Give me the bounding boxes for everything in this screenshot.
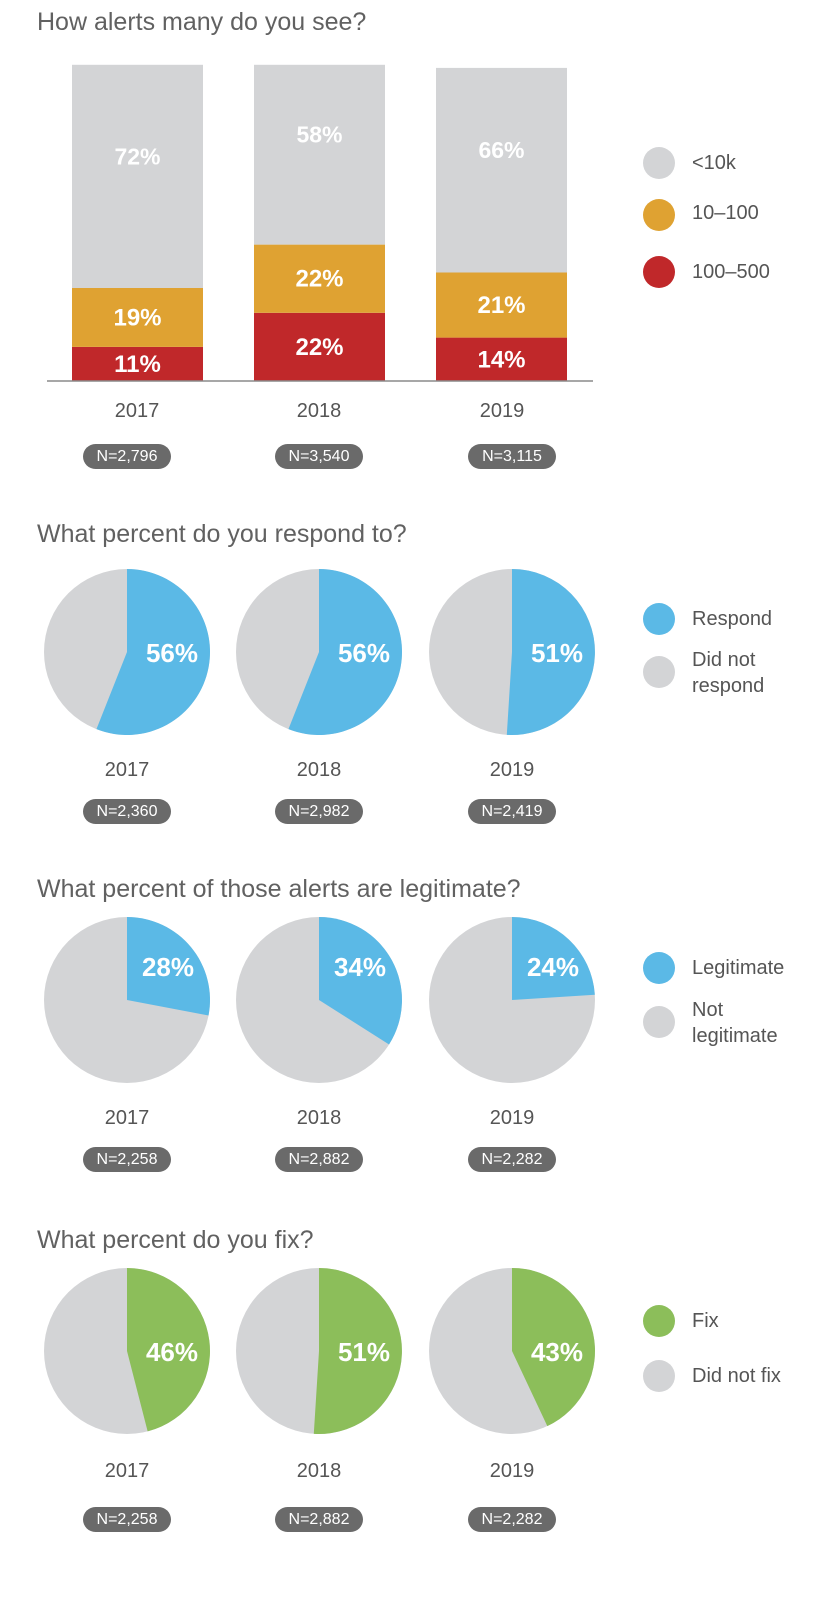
legend-label-did-not-fix: Did not fix — [692, 1365, 781, 1387]
legend-label-respond: Respond — [692, 608, 773, 630]
x-tick-label: 2017 — [104, 1107, 150, 1129]
pie-chart-row-respond: 56% 56% 51% — [44, 569, 595, 735]
pie-chart-row-fix: 46% 51% 43% — [44, 1268, 595, 1434]
x-tick-label: 2019 — [489, 1460, 535, 1482]
data-label: 51% — [338, 1337, 390, 1367]
x-tick-label: 2018 — [296, 1107, 342, 1129]
pie-slice-value — [512, 1268, 595, 1427]
chart-title-alerts-seen: How alerts many do you see? — [37, 8, 367, 36]
sample-size-badge: N=2,882 — [275, 1147, 363, 1172]
sample-size-badge: N=2,282 — [468, 1507, 556, 1532]
bar-segment — [436, 337, 567, 381]
data-label: 66% — [478, 137, 524, 163]
x-tick-label: 2017 — [104, 1460, 150, 1482]
pie-chart-row-legitimate: 28% 34% 24% — [44, 917, 595, 1083]
chart-title-respond: What percent do you respond to? — [37, 520, 407, 548]
bar-segment — [72, 346, 203, 381]
pie-slice-value — [288, 569, 403, 735]
legend-label-legitimate: Legitimate — [692, 957, 785, 979]
pie-slice-value — [319, 917, 402, 1045]
data-label: 14% — [477, 346, 525, 373]
data-label: 22% — [295, 334, 343, 361]
pie-slice-value — [127, 917, 210, 1016]
x-tick-label: 2019 — [489, 759, 535, 781]
x-tick-label: 2017 — [104, 759, 150, 781]
legend-swatch-did-not-respond — [643, 656, 675, 688]
data-label: 43% — [531, 1337, 583, 1367]
bar-segment — [436, 272, 567, 338]
data-label: 56% — [146, 638, 198, 668]
data-label: 11% — [114, 351, 161, 378]
legend-label-fix: Fix — [692, 1310, 719, 1332]
bar-segment — [254, 64, 385, 245]
legend-swatch-respond — [643, 603, 675, 635]
bar-segment — [436, 67, 567, 273]
x-tick-label: 2018 — [296, 759, 342, 781]
sample-size-badge: N=2,419 — [468, 799, 556, 824]
legend-label-100-500: 100–500 — [692, 261, 770, 283]
sample-size-badge: N=2,882 — [275, 1507, 363, 1532]
data-label: 34% — [334, 952, 386, 982]
data-label: 46% — [146, 1337, 198, 1367]
legend-label-lt10k: <10k — [692, 152, 736, 174]
x-tick-label: 2018 — [296, 400, 342, 422]
sample-size-badge: N=2,282 — [468, 1147, 556, 1172]
x-tick-label: 2019 — [489, 1107, 535, 1129]
legend-swatch-100-500 — [643, 256, 675, 288]
legend-swatch-fix — [643, 1305, 675, 1337]
legend-label-10-100: 10–100 — [692, 202, 759, 224]
x-tick-label: 2018 — [296, 1460, 342, 1482]
sample-size-badge: N=3,540 — [275, 444, 363, 469]
sample-size-badge: N=2,258 — [83, 1507, 171, 1532]
legend-label-not-legitimate: Not legitimate — [692, 999, 778, 1047]
x-tick-label: 2017 — [114, 400, 160, 422]
pie-slice-value — [506, 569, 595, 735]
data-label: 28% — [142, 952, 194, 982]
legend-swatch-legitimate — [643, 952, 675, 984]
legend-swatch-not-legitimate — [643, 1006, 675, 1038]
sample-size-badge: N=2,982 — [275, 799, 363, 824]
stacked-bar-chart: 11% 19% 72% 22% 22% 58% 14% 21% 66% — [47, 64, 593, 382]
data-label: 51% — [531, 638, 583, 668]
data-label: 72% — [114, 143, 160, 169]
bar-segment — [254, 244, 385, 313]
data-label: 24% — [527, 952, 579, 982]
chart-title-legitimate: What percent of those alerts are legitim… — [37, 875, 521, 903]
pie-slice-value — [127, 1268, 210, 1432]
sample-size-badge: N=2,360 — [83, 799, 171, 824]
data-label: 19% — [113, 304, 161, 331]
sample-size-badge: N=2,258 — [83, 1147, 171, 1172]
chart-title-fix: What percent do you fix? — [37, 1226, 314, 1254]
bar-segment — [254, 312, 385, 381]
bar-segment — [72, 64, 203, 288]
x-tick-label: 2019 — [479, 400, 525, 422]
pie-slice-value — [313, 1268, 402, 1434]
legend-swatch-10-100 — [643, 199, 675, 231]
data-label: 56% — [338, 638, 390, 668]
bar-segment — [72, 288, 203, 347]
pie-slice-value — [96, 569, 211, 735]
legend-swatch-did-not-fix — [643, 1360, 675, 1392]
sample-size-badge: N=3,115 — [468, 444, 556, 469]
legend-label-did-not-respond: Did not respond — [692, 649, 765, 697]
pie-slice-value — [512, 917, 595, 1000]
data-label: 58% — [296, 122, 342, 148]
data-label: 22% — [295, 266, 343, 293]
legend-swatch-lt10k — [643, 147, 675, 179]
sample-size-badge: N=2,796 — [83, 444, 171, 469]
data-label: 21% — [477, 292, 525, 319]
